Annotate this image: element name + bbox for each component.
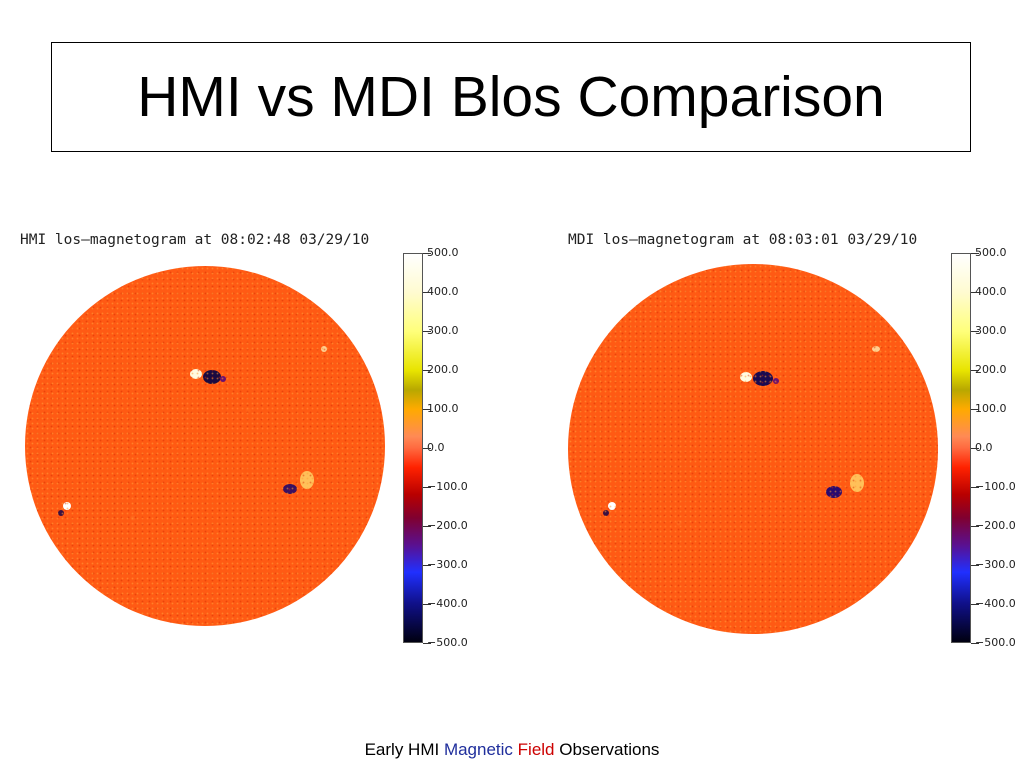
- colorbar-tick-label: 500.0: [971, 246, 1007, 259]
- hmi-region-negative: [283, 484, 297, 494]
- colorbar-tick-label: −500.0: [423, 636, 468, 649]
- hmi-negative-spot-small: [220, 376, 226, 382]
- colorbar-tick-label: −200.0: [971, 519, 1016, 532]
- footer-part-5: Observations: [554, 740, 660, 759]
- colorbar-tick-label: 0.0: [423, 441, 445, 454]
- hmi-negative-spot: [203, 370, 221, 384]
- footer-text: Early HMI Magnetic Field Observations: [0, 740, 1024, 760]
- mdi-limb-spot: [608, 502, 616, 510]
- footer-word-field: Field: [517, 740, 555, 759]
- colorbar-tick-label: 300.0: [971, 324, 1007, 337]
- colorbar-tick-label: −400.0: [971, 597, 1016, 610]
- mdi-limb-spot-negative: [603, 510, 609, 516]
- colorbar-tick-label: −300.0: [971, 558, 1016, 571]
- mdi-panel: MDI los—magnetogram at 08:03:01 03/29/10…: [554, 228, 1024, 649]
- colorbar-tick-label: 100.0: [971, 402, 1007, 415]
- colorbar-tick-label: −200.0: [423, 519, 468, 532]
- colorbar-tick-label: −300.0: [423, 558, 468, 571]
- colorbar-tick-label: 0.0: [971, 441, 993, 454]
- colorbar-tick-label: 400.0: [423, 285, 459, 298]
- colorbar-tick-label: −500.0: [971, 636, 1016, 649]
- mdi-caption: MDI los—magnetogram at 08:03:01 03/29/10: [568, 232, 918, 248]
- colorbar-tick-label: −100.0: [971, 480, 1016, 493]
- mdi-region-negative: [826, 486, 842, 498]
- mdi-region-positive: [850, 474, 864, 492]
- footer-word-magnetic: Magnetic: [443, 740, 513, 759]
- colorbar-tick-label: 300.0: [423, 324, 459, 337]
- hmi-caption: HMI los—magnetogram at 08:02:48 03/29/10: [20, 232, 370, 248]
- colorbar-tick-label: 100.0: [423, 402, 459, 415]
- hmi-limb-spot: [63, 502, 71, 510]
- title-box: HMI vs MDI Blos Comparison: [51, 42, 971, 152]
- slide-title: HMI vs MDI Blos Comparison: [137, 65, 885, 129]
- hmi-region-positive: [300, 471, 314, 489]
- mdi-positive-spot: [740, 372, 752, 382]
- hmi-limb-spot-negative: [58, 510, 64, 516]
- colorbar-tick-label: 200.0: [423, 363, 459, 376]
- colorbar-tick-label: −400.0: [423, 597, 468, 610]
- colorbar-tick-label: 400.0: [971, 285, 1007, 298]
- mdi-negative-spot: [753, 371, 773, 386]
- colorbar-tick-label: 200.0: [971, 363, 1007, 376]
- footer-part-1: Early HMI: [364, 740, 444, 759]
- hmi-plage: [321, 346, 327, 352]
- hmi-solar-disk: [25, 266, 385, 626]
- hmi-panel: HMI los—magnetogram at 08:02:48 03/29/10…: [6, 228, 486, 649]
- colorbar-tick-label: −100.0: [423, 480, 468, 493]
- mdi-plage: [872, 346, 880, 352]
- mdi-negative-spot-small: [773, 378, 779, 384]
- mdi-solar-disk: [568, 264, 938, 634]
- hmi-positive-spot: [190, 369, 202, 379]
- mdi-colorbar: [951, 253, 971, 643]
- colorbar-tick-label: 500.0: [423, 246, 459, 259]
- hmi-colorbar: [403, 253, 423, 643]
